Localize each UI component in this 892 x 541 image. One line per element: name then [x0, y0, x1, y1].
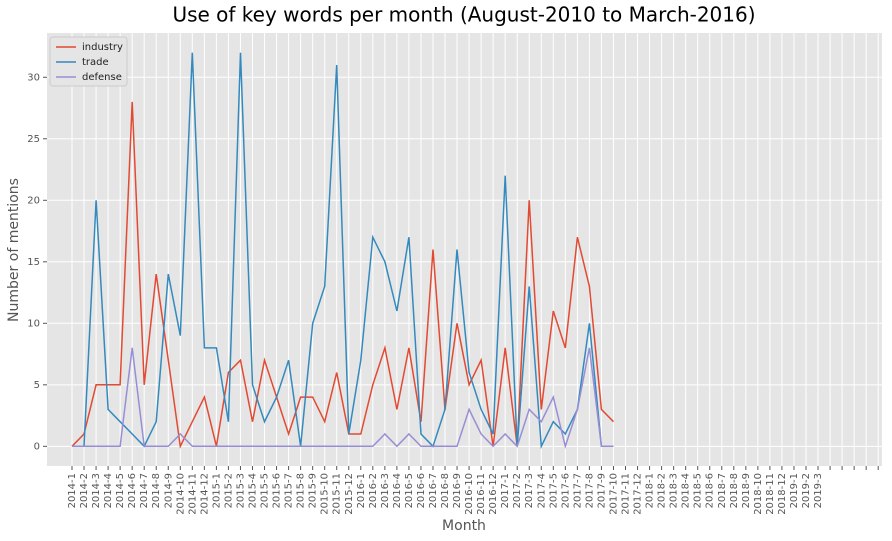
y-tick-label: 10: [27, 318, 40, 329]
x-tick-label: 2014-2: [79, 473, 90, 508]
x-tick-label: 2017-3: [524, 473, 535, 508]
x-tick-label: 2017-11: [621, 473, 632, 515]
x-tick-label: 2016-6: [416, 473, 427, 508]
x-tick-label: 2015-3: [235, 473, 246, 508]
x-tick-label: 2016-1: [356, 473, 367, 508]
x-tick-label: 2015-6: [272, 473, 283, 508]
x-tick-label: 2015-9: [308, 473, 319, 508]
x-tick-label: 2016-8: [440, 473, 451, 508]
x-tick-label: 2017-2: [512, 473, 523, 508]
x-tick-label: 2014-3: [91, 473, 102, 508]
x-tick-label: 2016-12: [488, 473, 499, 515]
line: [71, 101, 615, 449]
x-tick-label: 2018-4: [681, 473, 692, 508]
x-tick-label: 2014-4: [103, 473, 114, 508]
y-tick-label: 30: [27, 72, 40, 83]
chart-title: Use of key words per month (August-2010 …: [172, 3, 755, 27]
x-tick-label: 2017-10: [608, 473, 619, 515]
x-tick-label: 2014-7: [139, 473, 150, 508]
line: [72, 52, 614, 450]
x-tick-label: 2015-1: [211, 473, 222, 508]
x-tick-label: 2018-7: [717, 473, 728, 508]
x-tick-label: 2015-7: [284, 473, 295, 508]
x-tick-label: 2017-6: [560, 473, 571, 508]
x-tick-label: 2017-8: [584, 473, 595, 508]
legend-box: [49, 36, 128, 87]
x-tick-label: 2014-6: [127, 473, 138, 508]
x-tick-label: 2015-10: [320, 473, 331, 515]
y-tick-label: 5: [34, 380, 40, 391]
x-tick-label: 2017-7: [572, 473, 583, 508]
x-tick-label: 2015-5: [260, 473, 271, 508]
line: [72, 347, 614, 450]
y-tick-label: 0: [34, 441, 40, 452]
x-tick-label: 2018-1: [645, 473, 656, 508]
x-tick-label: 2018-5: [693, 473, 704, 508]
x-tick-label: 2019-3: [813, 473, 824, 508]
x-tick-label: 2018-11: [765, 473, 776, 515]
y-axis-label: Number of mentions: [6, 178, 22, 322]
x-tick-label: 2017-12: [633, 473, 644, 515]
x-tick-label: 2018-3: [669, 473, 680, 508]
x-tick-label: 2017-4: [536, 473, 547, 508]
y-tick-label: 15: [27, 257, 40, 268]
x-tick-label: 2018-8: [729, 473, 740, 508]
x-tick-label: 2016-5: [404, 473, 415, 508]
x-tick-label: 2017-1: [500, 473, 511, 508]
legend-label: trade: [82, 57, 109, 68]
x-tick-label: 2014-8: [151, 473, 162, 508]
x-tick-label: 2018-12: [777, 473, 788, 515]
x-tick-label: 2016-10: [464, 473, 475, 515]
x-tick-label: 2019-2: [801, 473, 812, 508]
x-tick-label: 2016-9: [452, 473, 463, 508]
x-tick-label: 2015-8: [296, 473, 307, 508]
x-tick-label: 2017-5: [548, 473, 559, 508]
x-tick-label: 2018-10: [753, 473, 764, 515]
x-tick-label: 2015-11: [332, 473, 343, 515]
x-tick-label: 2015-12: [344, 473, 355, 515]
x-tick-label: 2014-11: [187, 473, 198, 515]
x-tick-label: 2015-4: [247, 473, 258, 508]
x-tick-label: 2015-2: [223, 473, 234, 508]
x-tick-label: 2014-1: [67, 473, 78, 508]
x-tick-label: 2016-7: [428, 473, 439, 508]
legend-label: industry: [82, 42, 123, 53]
x-tick-label: 2018-6: [705, 473, 716, 508]
plot-area: [47, 33, 882, 466]
legend-label: defense: [82, 72, 122, 83]
x-tick-label: 2014-5: [115, 473, 126, 508]
x-tick-label: 2016-11: [476, 473, 487, 515]
x-tick-label: 2014-9: [163, 473, 174, 508]
x-tick-label: 2016-3: [380, 473, 391, 508]
x-tick-label: 2018-2: [657, 473, 668, 508]
x-tick-label: 2017-9: [596, 473, 607, 508]
x-tick-label: 2016-4: [392, 473, 403, 508]
x-tick-label: 2019-1: [789, 473, 800, 508]
x-tick-label: 2014-10: [175, 473, 186, 515]
y-tick-label: 20: [27, 195, 40, 206]
y-tick-label: 25: [27, 134, 40, 145]
x-tick-label: 2014-12: [199, 473, 210, 515]
x-tick-label: 2016-2: [368, 473, 379, 508]
x-tick-label: 2018-9: [741, 473, 752, 508]
x-axis-label: Month: [442, 518, 486, 534]
